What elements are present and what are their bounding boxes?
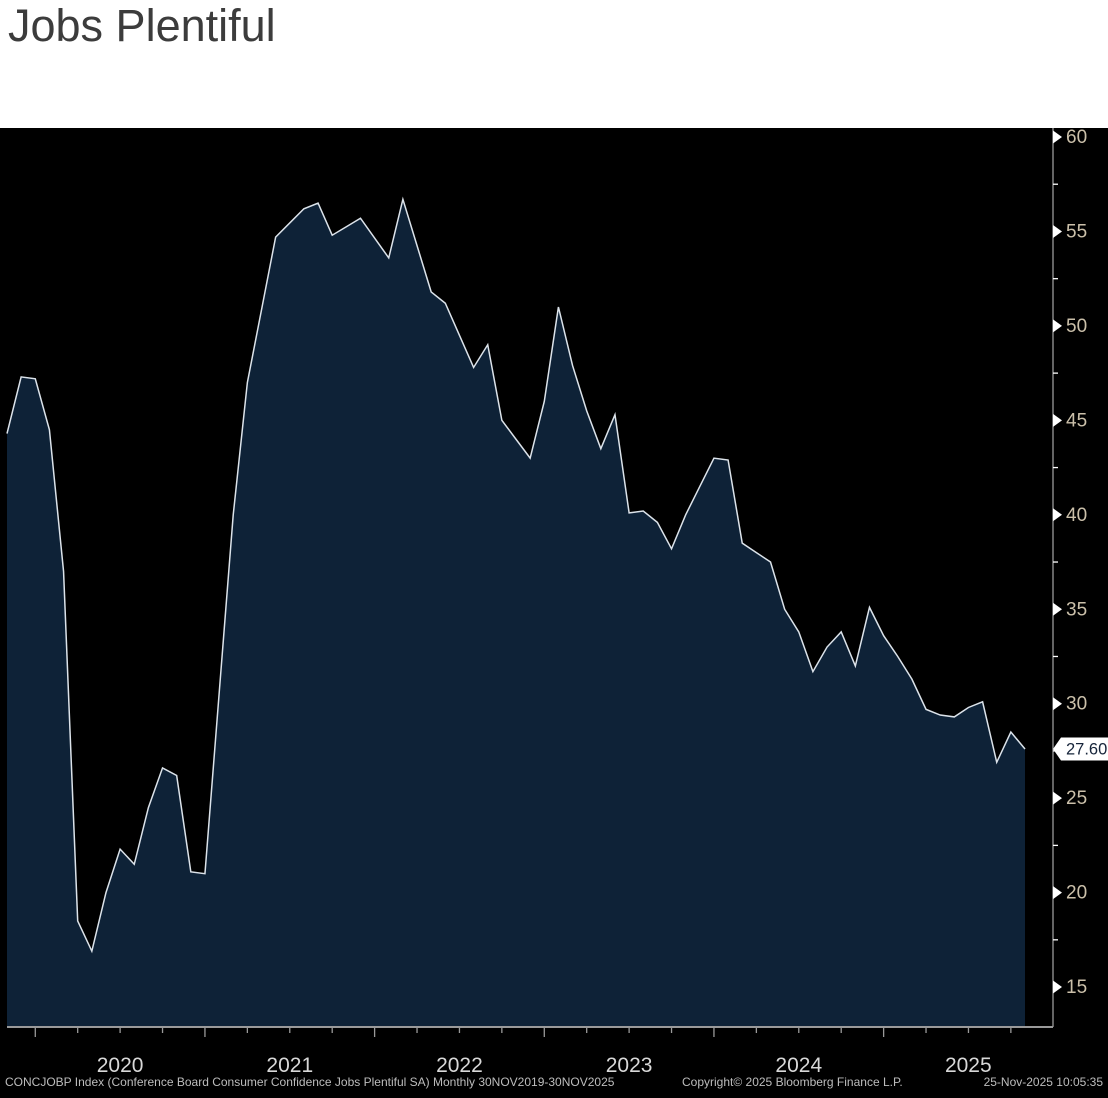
svg-text:2024: 2024 [775, 1054, 822, 1077]
svg-text:2021: 2021 [266, 1054, 313, 1077]
svg-text:2023: 2023 [606, 1054, 653, 1077]
svg-text:2022: 2022 [436, 1054, 483, 1077]
svg-text:60: 60 [1066, 128, 1087, 148]
svg-text:45: 45 [1066, 410, 1087, 431]
svg-text:20: 20 [1066, 883, 1087, 904]
svg-text:2025: 2025 [945, 1054, 992, 1077]
svg-text:Copyright© 2025 Bloomberg Fina: Copyright© 2025 Bloomberg Finance L.P. [682, 1075, 903, 1089]
svg-text:2020: 2020 [97, 1054, 144, 1077]
svg-text:55: 55 [1066, 221, 1087, 242]
svg-text:25: 25 [1066, 788, 1087, 809]
svg-text:50: 50 [1066, 316, 1087, 337]
svg-text:CONCJOBP Index (Conference Boa: CONCJOBP Index (Conference Board Consume… [5, 1075, 615, 1089]
svg-text:27.60: 27.60 [1066, 741, 1107, 759]
svg-text:35: 35 [1066, 599, 1087, 620]
svg-text:15: 15 [1066, 977, 1087, 998]
svg-text:25-Nov-2025 10:05:35: 25-Nov-2025 10:05:35 [984, 1075, 1104, 1089]
svg-text:40: 40 [1066, 505, 1087, 526]
svg-text:30: 30 [1066, 694, 1087, 715]
